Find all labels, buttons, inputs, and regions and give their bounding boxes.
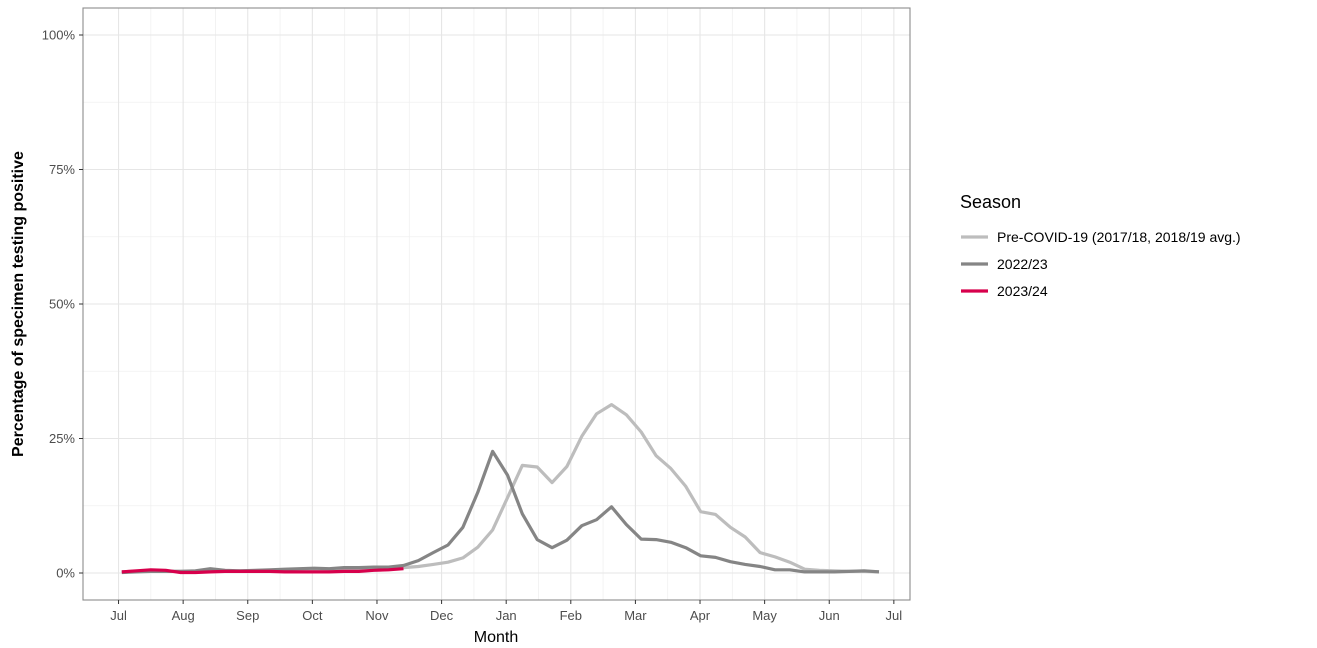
x-tick-label: Jun <box>819 608 840 623</box>
legend-label-1: Pre-COVID-19 (2017/18, 2018/19 avg.) <box>997 229 1241 245</box>
x-tick-label: Jul <box>886 608 903 623</box>
y-tick-label: 25% <box>49 431 75 446</box>
x-axis: Jul Aug Sep Oct Nov Dec Jan Feb Mar Apr May Jun Jul <box>110 600 902 623</box>
x-tick-label: Feb <box>560 608 582 623</box>
grid-major <box>83 8 910 600</box>
series-layer <box>121 403 880 575</box>
x-tick-label: Mar <box>624 608 647 623</box>
x-tick-label: May <box>752 608 777 623</box>
y-tick-label: 50% <box>49 297 75 312</box>
x-tick-label: Jul <box>110 608 127 623</box>
y-tick-label: 75% <box>49 162 75 177</box>
legend-label-2: 2022/23 <box>997 256 1048 272</box>
y-tick-label: 100% <box>42 28 76 43</box>
series-line-3 <box>121 567 404 575</box>
y-axis-title: Percentage of specimen testing positive <box>10 151 27 457</box>
x-tick-label: Aug <box>172 608 195 623</box>
x-tick-label: Nov <box>365 608 389 623</box>
legend-title: Season <box>960 192 1021 212</box>
legend-items: Pre-COVID-19 (2017/18, 2018/19 avg.) 2022… <box>961 229 1241 299</box>
x-tick-label: Dec <box>430 608 454 623</box>
plot-panel <box>82 7 911 601</box>
y-axis: 0% 25% 50% 75% 100% <box>42 28 83 581</box>
x-tick-label: Apr <box>690 608 711 623</box>
y-tick-label: 0% <box>56 566 75 581</box>
x-tick-label: Oct <box>302 608 323 623</box>
x-axis-title: Month <box>474 629 518 646</box>
legend-label-3: 2023/24 <box>997 283 1048 299</box>
legend: Season Pre-COVID-19 (2017/18, 2018/19 av… <box>960 192 1241 299</box>
x-tick-label: Sep <box>236 608 259 623</box>
x-tick-label: Jan <box>496 608 517 623</box>
